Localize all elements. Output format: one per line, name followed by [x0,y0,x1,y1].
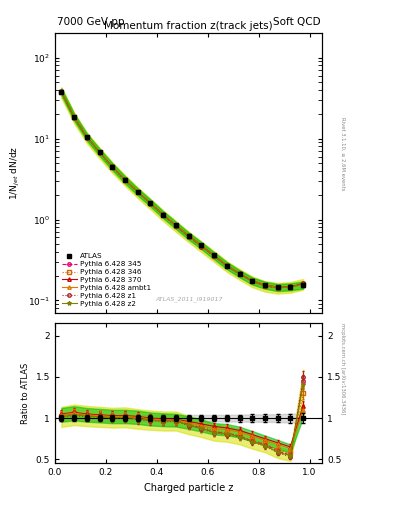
Legend: ATLAS, Pythia 6.428 345, Pythia 6.428 346, Pythia 6.428 370, Pythia 6.428 ambt1,: ATLAS, Pythia 6.428 345, Pythia 6.428 34… [59,250,154,309]
Text: Soft QCD: Soft QCD [273,17,320,27]
Text: ATLAS_2011_I919017: ATLAS_2011_I919017 [155,296,222,302]
Title: Momentum fraction z(track jets): Momentum fraction z(track jets) [104,21,273,31]
Y-axis label: 1/N$_{jet}$ dN/dz: 1/N$_{jet}$ dN/dz [9,146,22,200]
Text: Rivet 3.1.10, ≥ 2.6M events: Rivet 3.1.10, ≥ 2.6M events [340,117,345,190]
Text: 7000 GeV pp: 7000 GeV pp [57,17,125,27]
X-axis label: Charged particle z: Charged particle z [144,483,233,493]
Y-axis label: Ratio to ATLAS: Ratio to ATLAS [21,363,30,424]
Text: mcplots.cern.ch [arXiv:1306.3436]: mcplots.cern.ch [arXiv:1306.3436] [340,323,345,414]
